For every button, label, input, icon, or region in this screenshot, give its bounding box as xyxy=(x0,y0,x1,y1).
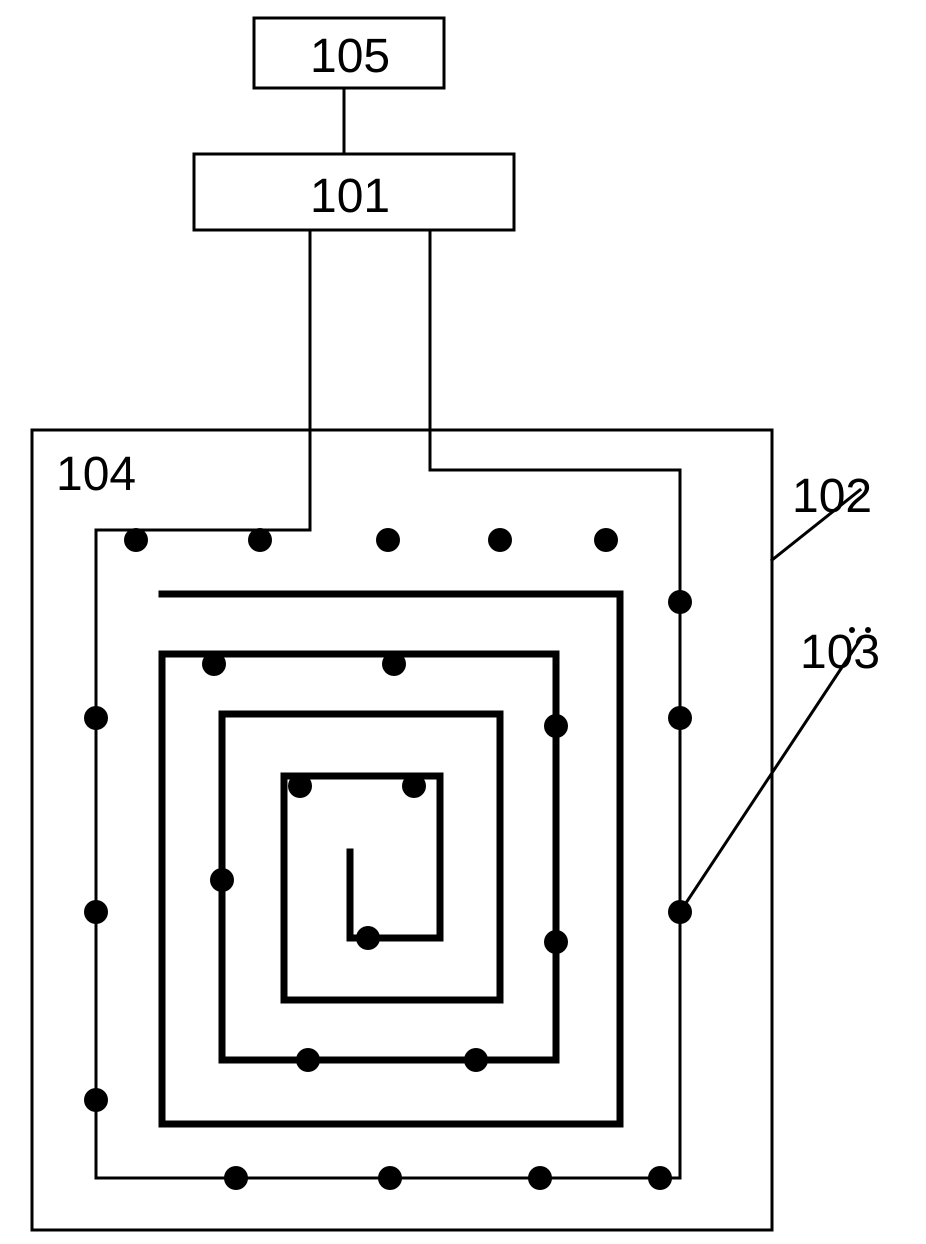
node-dot-6 xyxy=(84,706,108,730)
label-l102: 102 xyxy=(792,470,872,523)
node-dot-15 xyxy=(202,652,226,676)
label-l105: 105 xyxy=(310,30,390,83)
callout-line-103 xyxy=(680,640,860,912)
node-dot-23 xyxy=(402,774,426,798)
node-dot-11 xyxy=(224,1166,248,1190)
node-dot-14 xyxy=(648,1166,672,1190)
node-dot-2 xyxy=(376,528,400,552)
node-dot-13 xyxy=(528,1166,552,1190)
node-dot-16 xyxy=(382,652,406,676)
label-l103: 103 xyxy=(800,626,880,679)
node-dot-4 xyxy=(594,528,618,552)
node-dot-17 xyxy=(544,714,568,738)
node-dot-10 xyxy=(84,1088,108,1112)
node-dot-19 xyxy=(296,1048,320,1072)
node-dot-12 xyxy=(378,1166,402,1190)
node-dot-1 xyxy=(248,528,272,552)
node-dot-24 xyxy=(356,926,380,950)
node-dot-18 xyxy=(544,930,568,954)
box-104 xyxy=(32,430,772,1230)
node-dot-22 xyxy=(288,774,312,798)
node-dot-8 xyxy=(84,900,108,924)
label-l104: 104 xyxy=(56,448,136,501)
node-dot-0 xyxy=(124,528,148,552)
spiral-outer xyxy=(96,530,680,1178)
node-dot-7 xyxy=(668,706,692,730)
node-dot-3 xyxy=(488,528,512,552)
node-dot-21 xyxy=(210,868,234,892)
label-l101: 101 xyxy=(310,170,390,223)
node-dot-20 xyxy=(464,1048,488,1072)
node-dot-5 xyxy=(668,590,692,614)
